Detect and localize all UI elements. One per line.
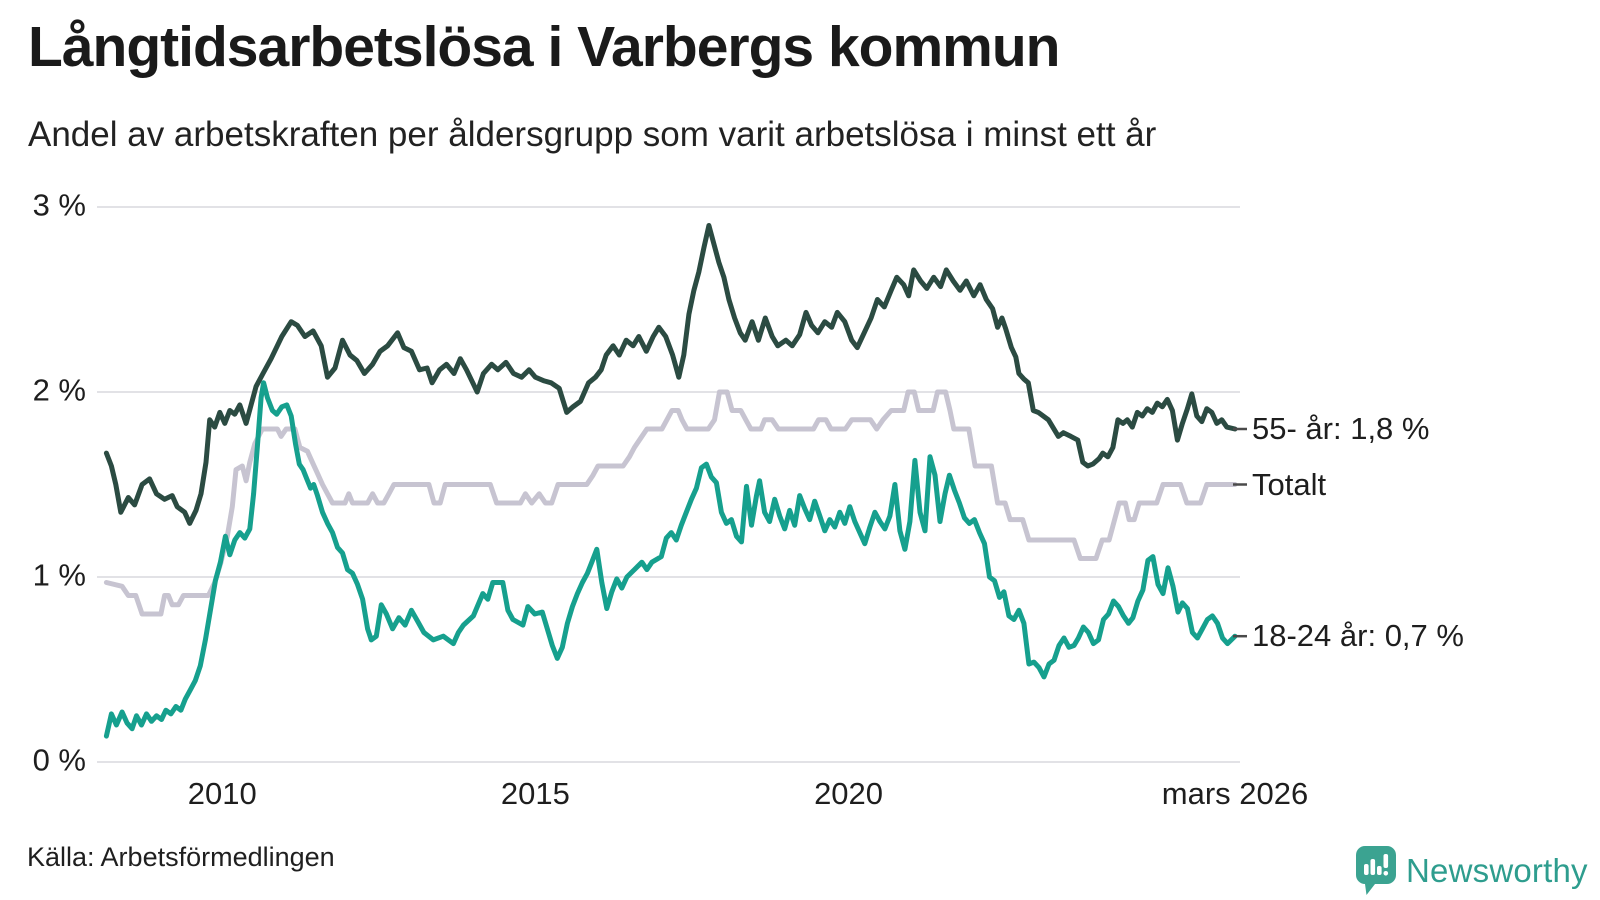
x-axis-tick-label: mars 2026 xyxy=(1161,776,1309,811)
series-end-label: Totalt xyxy=(1252,466,1327,502)
x-axis-tick-label: 2020 xyxy=(814,776,884,811)
series-line-Totalt xyxy=(103,389,1238,617)
series-end-label: 18-24 år: 0,7 % xyxy=(1252,618,1464,654)
newsworthy-logo-icon xyxy=(1356,846,1396,895)
x-axis-tick-label: 2010 xyxy=(187,776,257,811)
y-axis-tick-label: 0 % xyxy=(32,742,86,778)
brand-wordmark: Newsworthy xyxy=(1406,852,1588,889)
series-line-18-24 år xyxy=(103,380,1238,739)
page-title: Långtidsarbetslösa i Varbergs kommun xyxy=(28,15,1060,79)
source-note: Källa: Arbetsförmedlingen xyxy=(27,842,335,872)
y-axis-tick-label: 1 % xyxy=(32,557,86,593)
series-line-55- år xyxy=(103,223,1238,526)
series-end-label: 55- år: 1,8 % xyxy=(1252,411,1430,446)
newsworthy-brand: Newsworthy xyxy=(1356,846,1588,896)
x-axis-tick-label: 2015 xyxy=(500,776,570,811)
y-axis-tick-label: 3 % xyxy=(32,187,86,223)
y-axis-tick-label: 2 % xyxy=(32,372,86,408)
page-subtitle: Andel av arbetskraften per åldersgrupp s… xyxy=(28,115,1157,154)
